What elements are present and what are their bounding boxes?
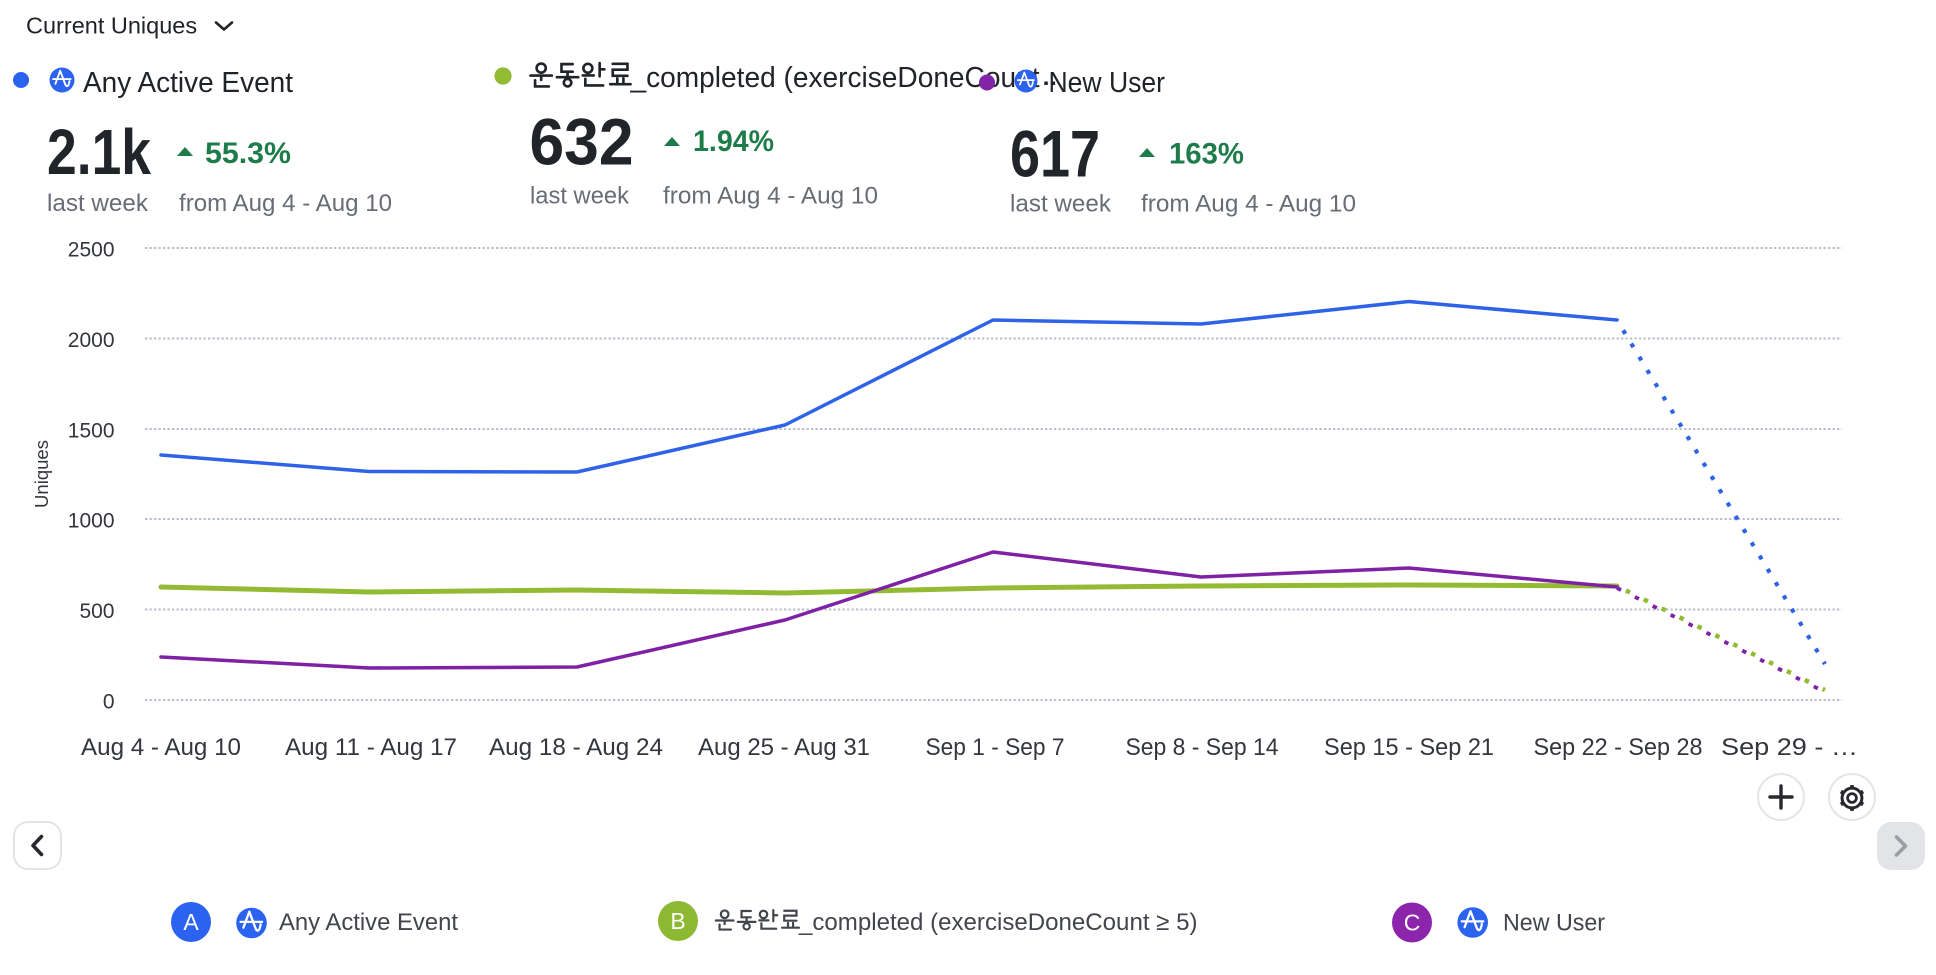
svg-text:last week: last week: [530, 183, 630, 210]
svg-text:A: A: [183, 909, 199, 935]
svg-text:Aug 11 - Aug 17: Aug 11 - Aug 17: [285, 734, 457, 761]
svg-text:617: 617: [1010, 117, 1100, 191]
svg-text:Sep 1 - Sep 7: Sep 1 - Sep 7: [926, 734, 1065, 761]
svg-text:from Aug 4 - Aug 10: from Aug 4 - Aug 10: [663, 183, 878, 210]
svg-text:632: 632: [530, 105, 634, 179]
svg-text:Aug 4 - Aug 10: Aug 4 - Aug 10: [81, 734, 241, 761]
svg-text:last week: last week: [1010, 191, 1112, 218]
svg-text:0: 0: [103, 691, 115, 714]
svg-text:New User: New User: [1049, 67, 1166, 99]
svg-text:_completed (exerciseDoneCount: _completed (exerciseDoneCount ≥ 5): [798, 909, 1197, 936]
svg-text:from Aug 4 - Aug 10: from Aug 4 - Aug 10: [179, 190, 392, 217]
svg-text:last week: last week: [47, 190, 149, 217]
svg-text:B: B: [670, 908, 685, 934]
svg-text:C: C: [1404, 910, 1421, 936]
svg-text:Uniques: Uniques: [31, 440, 52, 508]
svg-text:1000: 1000: [68, 510, 115, 533]
svg-text:Sep 22 - Sep 28: Sep 22 - Sep 28: [1534, 734, 1703, 761]
svg-text:2000: 2000: [68, 329, 115, 352]
svg-text:55.3%: 55.3%: [205, 137, 291, 170]
svg-text:Aug 18 - Aug 24: Aug 18 - Aug 24: [489, 734, 663, 761]
svg-text:from Aug 4 - Aug 10: from Aug 4 - Aug 10: [1141, 191, 1356, 218]
svg-text:Current Uniques: Current Uniques: [26, 13, 197, 39]
svg-text:Aug 25 - Aug 31: Aug 25 - Aug 31: [698, 734, 870, 761]
svg-text:Any Active Event: Any Active Event: [83, 67, 293, 99]
svg-text:2.1k: 2.1k: [47, 116, 151, 188]
svg-text:2500: 2500: [68, 239, 115, 262]
svg-text:500: 500: [79, 600, 114, 623]
svg-text:1.94%: 1.94%: [693, 125, 774, 158]
svg-text:Any Active Event: Any Active Event: [279, 909, 458, 936]
svg-text:_completed (exerciseDoneCount: _completed (exerciseDoneCount ≥ 5): [630, 62, 1096, 94]
svg-text:163%: 163%: [1169, 138, 1244, 171]
svg-text:Sep 15 - Sep 21: Sep 15 - Sep 21: [1324, 734, 1494, 761]
svg-text:Sep 8 - Sep 14: Sep 8 - Sep 14: [1126, 734, 1279, 761]
svg-text:Sep 29 - …: Sep 29 - …: [1721, 734, 1858, 761]
svg-text:New User: New User: [1503, 910, 1605, 937]
svg-text:1500: 1500: [68, 420, 115, 443]
